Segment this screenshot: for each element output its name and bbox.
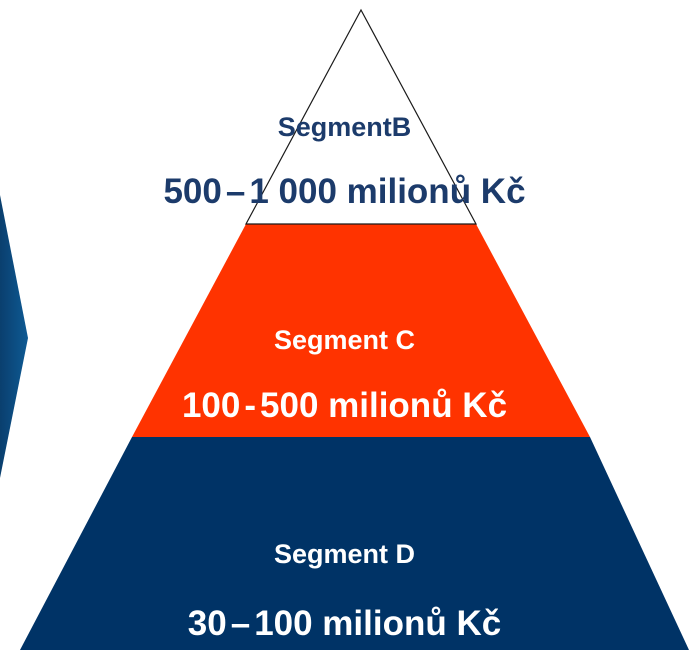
- segment-c-name: Segment C: [273, 325, 416, 355]
- segment-b-range-to: 1 000 milionů Kč: [249, 172, 526, 211]
- segment-b-range: 500–1 000 milionů Kč: [0, 174, 689, 209]
- segment-c-range-separator: -: [244, 386, 257, 425]
- segment-d-tier: [20, 437, 689, 650]
- segment-d-range-to: 100 milionů Kč: [254, 604, 502, 643]
- segment-b-tier: [244, 8, 478, 225]
- segment-c-range-from: 100: [181, 386, 241, 425]
- segment-b-name: SegmentB: [277, 112, 412, 142]
- segment-b-range-separator: –: [225, 172, 246, 211]
- segment-d-range: 30–100 milionů Kč: [0, 606, 689, 641]
- segment-b-range-from: 500: [163, 172, 222, 211]
- side-arrow-shape: [0, 195, 28, 478]
- segment-d-name: Segment D: [273, 539, 416, 569]
- segment-c-range-to: 500 milionů Kč: [260, 386, 508, 425]
- segment-c-tier: [132, 224, 590, 437]
- segment-d-range-separator: –: [230, 604, 251, 643]
- segment-c-range: 100-500 milionů Kč: [0, 388, 689, 423]
- segment-d-range-from: 30: [187, 604, 227, 643]
